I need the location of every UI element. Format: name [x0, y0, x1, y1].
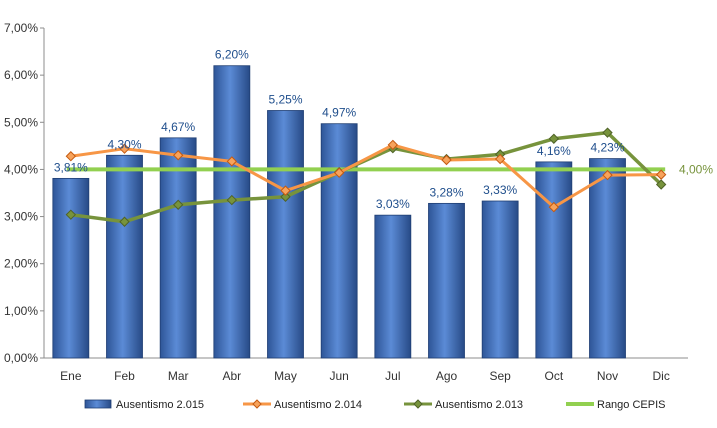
y-tick-label: 7,00%	[4, 21, 38, 35]
ausentismo-2013-point	[65, 209, 77, 220]
legend-swatch-marker	[252, 399, 262, 409]
ausentismo-2013-point	[172, 199, 184, 210]
ausentismo-2014-point	[602, 169, 613, 181]
legend-item: Rango CEPIS	[566, 399, 665, 411]
bar-ausentismo-2015	[159, 137, 197, 359]
bar-data-label: 4,97%	[322, 106, 356, 120]
legend-label: Rango CEPIS	[597, 399, 665, 411]
ausentismo-2014-point	[172, 150, 184, 161]
ausentismo-2014-point	[494, 153, 506, 165]
bar-ausentismo-2015	[52, 177, 90, 359]
x-tick-label: Dic	[652, 369, 669, 383]
ausentismo-2014-point	[655, 169, 667, 180]
bar-data-label: 4,16%	[537, 144, 571, 158]
y-tick-label: 6,00%	[4, 68, 38, 82]
x-tick-label: Nov	[597, 369, 618, 383]
bar-data-label: 4,30%	[107, 137, 141, 151]
ausentismo-2014-point	[333, 167, 345, 178]
bar-ausentismo-2015	[428, 202, 465, 359]
bar-ausentismo-2015	[535, 161, 573, 359]
ausentismo-2014-point	[119, 143, 130, 154]
legend-item: Ausentismo 2.013	[404, 399, 523, 411]
x-tick-label: Abr	[222, 369, 241, 383]
rango-cepis-value-label: 4,00%	[679, 162, 713, 176]
y-tick-label: 1,00%	[4, 304, 38, 318]
x-tick-label: Ene	[60, 369, 82, 383]
y-tick-label: 4,00%	[4, 162, 38, 176]
bar-data-label: 3,33%	[483, 183, 517, 197]
ausentismo-2013-line	[69, 130, 663, 224]
bar-ausentismo-2015	[106, 154, 143, 359]
bar-ausentismo-2015	[213, 65, 251, 359]
legend-label: Ausentismo 2.014	[274, 399, 362, 411]
legend-item: Ausentismo 2.014	[243, 399, 362, 411]
ausentismo-2013-point	[655, 179, 667, 190]
ausentismo-2014-point	[441, 154, 452, 166]
ausentismo-2013-point	[226, 194, 238, 206]
ausentismo-2013-point	[602, 127, 613, 138]
ausentismo-2014-point	[548, 201, 560, 213]
x-tick-label: Jul	[385, 369, 400, 383]
ausentismo-2014-point	[280, 185, 291, 196]
x-tick-label: May	[274, 369, 297, 383]
y-tick-label: 0,00%	[4, 351, 38, 365]
ausentismo-2013-point	[548, 133, 560, 144]
bar-data-label: 3,28%	[429, 185, 463, 199]
y-tick-label: 5,00%	[4, 115, 38, 129]
x-tick-label: Jun	[329, 369, 348, 383]
bar-data-label: 3,81%	[54, 160, 88, 174]
legend-label: Ausentismo 2.013	[435, 399, 523, 411]
x-tick-label: Ago	[436, 369, 458, 383]
ausentismo-2014-line	[69, 143, 663, 209]
ausentismo-2014-point	[226, 156, 238, 167]
bar-ausentismo-2015	[374, 214, 412, 359]
bar-ausentismo-2015	[320, 123, 358, 359]
y-tick-label: 3,00%	[4, 210, 38, 224]
legend-label: Ausentismo 2.015	[116, 399, 204, 411]
ausentismo-2013-point	[119, 216, 130, 227]
bar-ausentismo-2015	[589, 158, 626, 359]
legend-swatch-bar	[84, 399, 112, 409]
x-tick-label: Oct	[544, 369, 563, 383]
y-tick-label: 2,00%	[4, 257, 38, 271]
ausentismo-2014-point	[387, 139, 399, 151]
x-tick-label: Sep	[489, 369, 511, 383]
bar-data-label: 5,25%	[268, 93, 302, 107]
bar-data-label: 3,03%	[376, 197, 410, 211]
bar-data-label: 4,67%	[161, 120, 195, 134]
bar-data-label: 4,23%	[590, 141, 624, 155]
legend-swatch-marker	[413, 399, 423, 409]
bar-ausentismo-2015	[267, 110, 304, 359]
ausentismo-2013-point	[280, 191, 291, 202]
legend-item: Ausentismo 2.015	[84, 399, 204, 411]
bar-ausentismo-2015	[481, 200, 519, 359]
bar-data-label: 6,20%	[215, 48, 249, 62]
ausentismo-2014-point	[65, 151, 77, 162]
x-tick-label: Feb	[114, 369, 135, 383]
x-tick-label: Mar	[168, 369, 189, 383]
